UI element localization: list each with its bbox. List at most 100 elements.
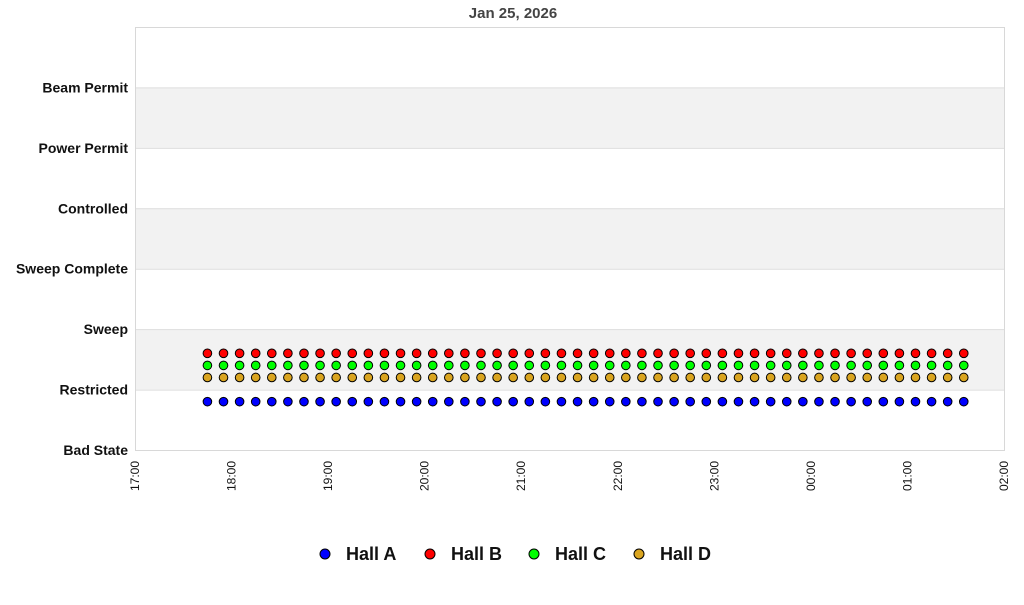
- legend-item[interactable]: Hall A: [319, 544, 396, 564]
- data-point: [588, 396, 599, 407]
- data-point: [926, 360, 937, 371]
- data-point: [347, 348, 358, 359]
- data-point: [733, 396, 744, 407]
- x-tick-label: 17:00: [128, 461, 142, 491]
- data-point: [266, 396, 277, 407]
- data-point: [910, 360, 921, 371]
- data-point: [234, 360, 245, 371]
- y-axis-labels: Bad State Restricted Sweep Sweep Complete Co…: [16, 79, 128, 458]
- x-tick-label: 00:00: [804, 461, 818, 491]
- data-point: [250, 348, 261, 359]
- data-point: [621, 348, 631, 359]
- x-tick-label: 21:00: [514, 461, 528, 491]
- data-point: [621, 372, 631, 383]
- plot-band: [135, 208, 1004, 269]
- data-point: [460, 372, 470, 383]
- data-point: [444, 360, 454, 371]
- data-point: [202, 372, 213, 383]
- data-point: [315, 360, 325, 371]
- legend: Hall A Hall B Hall C Hall D: [319, 544, 711, 564]
- data-point: [524, 348, 535, 359]
- data-point: [572, 396, 583, 407]
- data-point: [476, 372, 486, 383]
- data-point: [942, 396, 953, 407]
- y-tick-label: Sweep: [84, 321, 128, 337]
- data-point: [846, 372, 856, 383]
- data-point: [814, 360, 824, 371]
- data-point: [347, 360, 358, 371]
- data-point: [958, 372, 969, 383]
- data-point: [540, 372, 551, 383]
- data-point: [250, 372, 261, 383]
- data-point: [862, 396, 873, 407]
- data-point: [540, 360, 551, 371]
- data-point: [749, 372, 760, 383]
- data-point: [266, 372, 277, 383]
- data-point: [653, 348, 663, 359]
- y-tick-label: Bad State: [63, 442, 128, 458]
- legend-item[interactable]: Hall C: [528, 544, 606, 564]
- x-tick-label: 01:00: [900, 461, 914, 491]
- data-point: [637, 348, 647, 359]
- data-point: [733, 372, 744, 383]
- data-point: [862, 360, 873, 371]
- legend-marker: [528, 548, 540, 560]
- data-point: [524, 360, 535, 371]
- data-point: [250, 396, 261, 407]
- data-point: [798, 360, 808, 371]
- data-point: [218, 396, 229, 407]
- data-point: [621, 396, 631, 407]
- data-point: [669, 372, 679, 383]
- x-tick-label: 02:00: [997, 461, 1011, 491]
- data-point: [427, 348, 438, 359]
- data-point: [476, 348, 486, 359]
- x-tick-label: 23:00: [707, 461, 721, 491]
- data-point: [508, 372, 518, 383]
- data-point: [299, 360, 309, 371]
- data-point: [733, 360, 744, 371]
- data-point: [781, 372, 792, 383]
- data-point: [315, 348, 325, 359]
- data-point: [427, 396, 438, 407]
- data-point: [958, 348, 969, 359]
- data-point: [395, 360, 406, 371]
- data-point: [781, 348, 792, 359]
- data-point: [814, 372, 824, 383]
- legend-item[interactable]: Hall B: [424, 544, 502, 564]
- chart-title: Jan 25, 2026: [469, 5, 557, 22]
- data-point: [588, 348, 599, 359]
- legend-label: Hall C: [555, 544, 606, 564]
- data-point: [942, 348, 953, 359]
- data-point: [202, 396, 213, 407]
- data-point: [266, 348, 277, 359]
- data-point: [379, 396, 390, 407]
- data-point: [749, 396, 760, 407]
- data-point: [653, 372, 663, 383]
- data-point: [460, 360, 470, 371]
- data-point: [379, 372, 390, 383]
- data-point: [444, 372, 454, 383]
- data-point: [363, 348, 374, 359]
- data-point: [363, 360, 374, 371]
- data-point: [572, 348, 583, 359]
- data-point: [894, 348, 905, 359]
- legend-item[interactable]: Hall D: [633, 544, 711, 564]
- data-point: [283, 372, 293, 383]
- data-point: [878, 396, 889, 407]
- data-point: [830, 348, 840, 359]
- data-point: [492, 348, 502, 359]
- data-point: [266, 360, 277, 371]
- data-point: [315, 396, 325, 407]
- data-points: [202, 348, 969, 407]
- data-point: [878, 372, 889, 383]
- data-point: [669, 396, 679, 407]
- data-point: [588, 372, 599, 383]
- data-point: [234, 396, 245, 407]
- data-point: [942, 360, 953, 371]
- data-point: [556, 396, 567, 407]
- y-tick-label: Power Permit: [39, 140, 129, 156]
- data-point: [234, 372, 245, 383]
- data-point: [604, 396, 615, 407]
- data-point: [218, 360, 229, 371]
